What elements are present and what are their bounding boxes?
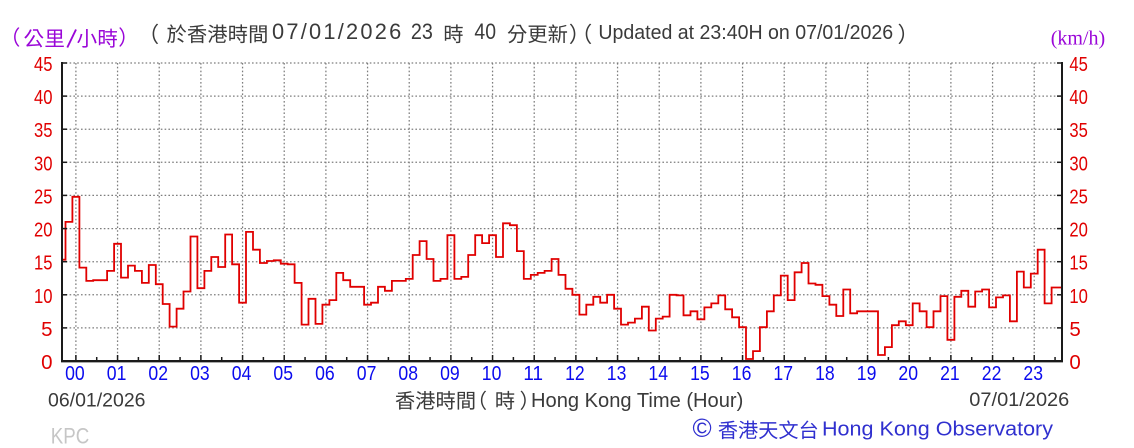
svg-text:5: 5	[41, 318, 52, 341]
svg-text:19: 19	[857, 362, 877, 385]
svg-text:06/01/2026: 06/01/2026	[48, 390, 146, 412]
svg-text:09: 09	[440, 362, 460, 385]
svg-text:45: 45	[1069, 53, 1088, 76]
svg-text:10: 10	[1069, 285, 1088, 308]
svg-text:02: 02	[148, 362, 168, 385]
svg-text:03: 03	[190, 362, 210, 385]
svg-text:20: 20	[1069, 219, 1088, 242]
svg-text:16: 16	[732, 362, 752, 385]
svg-text:11: 11	[523, 362, 543, 385]
svg-text:17: 17	[773, 362, 793, 385]
svg-text:15: 15	[1069, 252, 1088, 275]
svg-text:06: 06	[315, 362, 335, 385]
svg-text:23: 23	[1023, 362, 1043, 385]
svg-text:07: 07	[357, 362, 377, 385]
svg-text:22: 22	[982, 362, 1002, 385]
svg-text:21: 21	[940, 362, 960, 385]
svg-text:40: 40	[34, 86, 53, 109]
svg-text:40: 40	[474, 19, 496, 44]
svg-text:18: 18	[815, 362, 835, 385]
svg-text:10: 10	[482, 362, 502, 385]
svg-text:00: 00	[65, 362, 85, 385]
svg-text:01: 01	[107, 362, 127, 385]
svg-text:08: 08	[398, 362, 418, 385]
svg-text:45: 45	[34, 53, 53, 76]
svg-text:04: 04	[232, 362, 252, 385]
svg-text:07/01/2026: 07/01/2026	[969, 389, 1069, 411]
svg-text:Hong Kong Observatory: Hong Kong Observatory	[822, 419, 1053, 441]
svg-text:35: 35	[1069, 119, 1088, 142]
svg-text:35: 35	[34, 119, 53, 142]
svg-text:12: 12	[565, 362, 585, 385]
svg-text:13: 13	[607, 362, 627, 385]
svg-text:25: 25	[34, 185, 53, 208]
svg-text:05: 05	[273, 362, 293, 385]
svg-text:23: 23	[411, 19, 433, 44]
svg-text:Updated at 23:40H on 07/01/202: Updated at 23:40H on 07/01/2026	[598, 22, 893, 44]
svg-text:0: 0	[1069, 351, 1080, 374]
svg-text:KPC: KPC	[51, 424, 90, 448]
svg-text:15: 15	[690, 362, 710, 385]
svg-text:40: 40	[1069, 86, 1088, 109]
svg-text:0: 0	[41, 351, 52, 374]
svg-text:15: 15	[34, 252, 53, 275]
svg-text:14: 14	[648, 362, 668, 385]
svg-text:25: 25	[1069, 185, 1088, 208]
svg-text:30: 30	[1069, 152, 1088, 175]
svg-text:5: 5	[1069, 318, 1080, 341]
svg-text:©: ©	[693, 413, 712, 443]
svg-text:Hong Kong Time (Hour): Hong Kong Time (Hour)	[531, 390, 743, 412]
svg-text:30: 30	[34, 152, 53, 175]
svg-text:10: 10	[34, 285, 53, 308]
svg-text:20: 20	[34, 219, 53, 242]
svg-text:(km/h): (km/h)	[1051, 28, 1105, 50]
svg-text:20: 20	[898, 362, 918, 385]
